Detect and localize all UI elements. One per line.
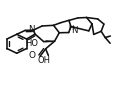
Text: O: O xyxy=(29,51,36,60)
Text: H: H xyxy=(68,25,74,31)
Text: N: N xyxy=(71,26,78,35)
Text: OH: OH xyxy=(38,56,51,66)
Text: HO: HO xyxy=(26,39,38,48)
Text: N: N xyxy=(28,25,35,34)
Polygon shape xyxy=(46,40,55,42)
